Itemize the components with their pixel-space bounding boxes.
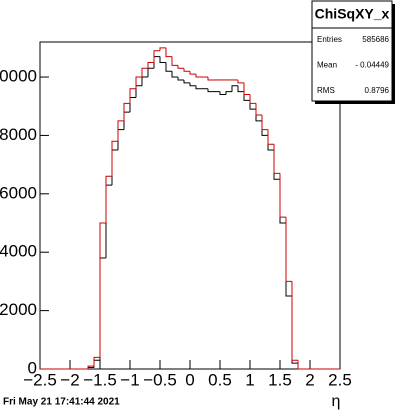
histogram-bin [285,223,292,297]
histogram-bin [135,76,142,89]
x-tick-label: 1.5 [268,370,292,389]
x-axis-label: η [332,393,341,410]
histogram-bin [147,67,154,78]
histogram-bin [219,91,226,96]
histogram-bin [165,47,172,58]
histogram-bin [147,61,154,69]
stats-value: - 0.04449 [355,61,389,70]
histogram-bin [123,102,130,121]
x-tick-label: 1 [245,370,254,389]
histogram-bin [183,68,190,72]
histogram-bin [159,47,166,51]
y-tick-label: 10000 [0,67,37,86]
stats-label: RMS [317,86,335,95]
histogram-bin [195,74,202,78]
histogram-bin [249,94,256,104]
x-tick-label: −0.5 [143,370,177,389]
histogram-bin [93,359,100,368]
histogram-bin [279,173,286,218]
x-tick-label: −2 [60,370,79,389]
histogram-bin [159,56,166,63]
histogram-bin [243,82,250,96]
histogram-bin [141,76,148,86]
stats-value: 585686 [362,35,389,44]
histogram-bin [261,114,268,131]
histogram-bin [207,77,214,81]
histogram-bin [279,179,286,224]
histogram-bin [297,360,304,370]
histogram-bin [129,96,136,113]
x-tick-label: 0.5 [208,370,232,389]
x-tick-label: 2.5 [328,370,352,389]
stats-value: 0.8796 [365,86,390,95]
histogram-bin [297,363,304,370]
histogram-bin [291,281,298,361]
histogram-bin [189,71,196,75]
histogram-bin [231,85,238,92]
histogram-bin [129,88,136,104]
histogram-bin [249,100,256,110]
histogram-bin [225,91,232,95]
y-tick-label: 6000 [0,183,37,202]
histogram-bin [207,88,214,93]
histogram-bin [267,129,274,145]
histogram-bin [189,82,196,87]
x-tick-label: 0 [185,370,194,389]
x-tick-label: 2 [305,370,314,389]
histogram-bin [267,135,274,151]
histogram-bin [177,77,184,81]
y-tick-label: 4000 [0,242,37,261]
y-tick-label: 2000 [0,300,37,319]
histogram-bin [111,140,118,177]
histogram-bin [237,85,244,93]
stats-box [311,0,393,102]
y-tick-label: 0 [28,358,37,377]
plot-frame [39,41,341,370]
histogram-bin [153,50,160,63]
histogram-bin [153,56,160,69]
histogram-bin [237,79,244,84]
stats-label: Entries [317,35,342,44]
histogram-bin [291,296,298,364]
histogram-bin [87,365,94,369]
x-tick-label: −2.5 [23,370,57,389]
histogram-bin [171,71,178,78]
stats-label: Mean [317,61,337,70]
histogram-bin [177,65,184,69]
histogram-bin [243,91,250,101]
histogram-bin [195,85,202,90]
x-tick-label: −1 [120,370,139,389]
y-tick-label: 8000 [0,125,37,144]
timestamp: Fri May 21 17:41:44 2021 [3,397,120,408]
x-tick-label: −1.5 [83,370,117,389]
histogram-bin [105,175,112,224]
histogram-bin [111,149,118,186]
histogram-bin [135,85,142,98]
histogram-bin [261,120,268,136]
histogram-bin [273,144,280,174]
histogram-bin [183,79,190,84]
histogram-bin [105,184,112,259]
histogram-bin [285,217,292,282]
histogram-bin [165,62,172,72]
histogram-bin [123,111,130,130]
histogram-bin [255,103,262,116]
histogram-bin [117,129,124,151]
histogram-bin [117,120,124,142]
histogram-bin [141,67,148,78]
histogram-bin [171,56,178,66]
histogram-bin [99,222,106,358]
histogram-bin [273,150,280,180]
stats-title: ChiSqXY_x [315,6,390,22]
histogram-bin [93,356,100,367]
histogram-bin [99,257,106,361]
